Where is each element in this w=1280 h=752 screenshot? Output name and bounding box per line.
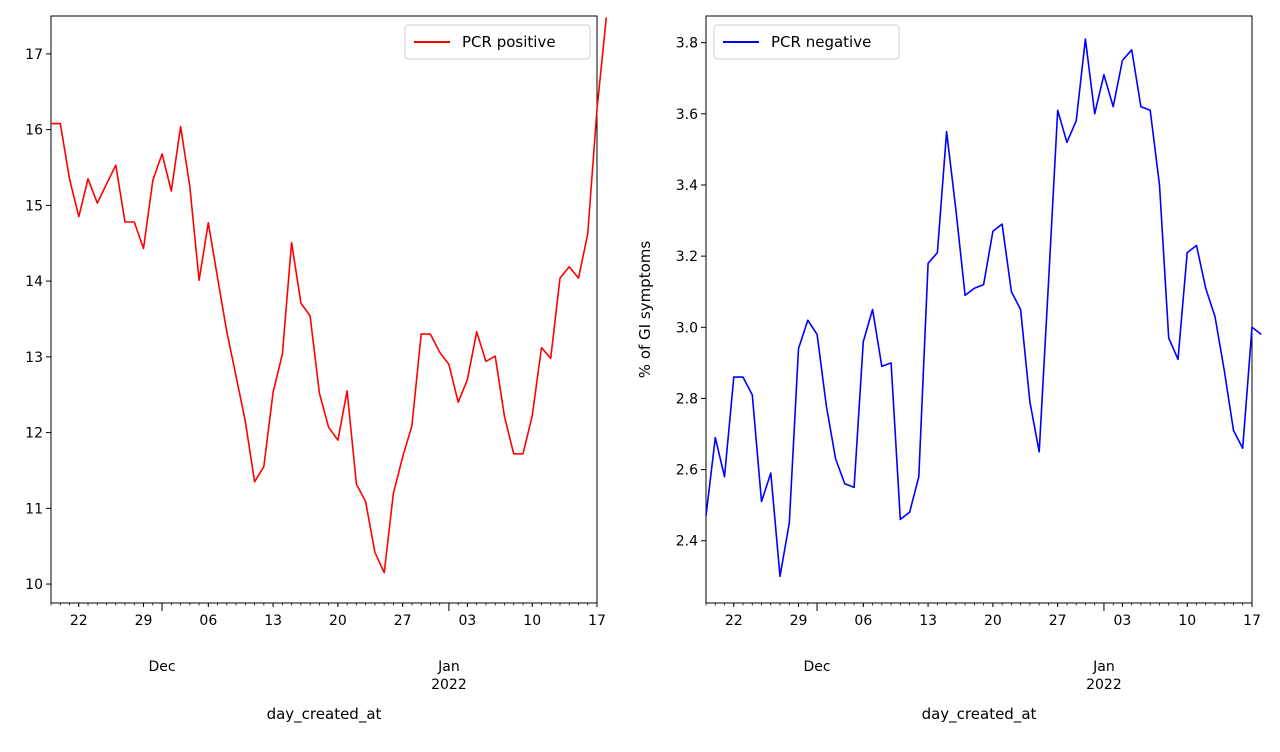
x-tick-label: 20 [984, 613, 1002, 629]
x-tick-label: 17 [588, 613, 606, 629]
x-tick-label: 03 [1114, 613, 1132, 629]
x-tick-label: 27 [394, 613, 412, 629]
x-tick-label: 29 [135, 613, 153, 629]
x-axis: 22 29 06 13 20 27 03 10 17 Dec Jan 2022 [50, 603, 606, 693]
y-tick-label: 2.8 [676, 391, 698, 407]
x-major-year-label: 2022 [1086, 677, 1122, 693]
x-tick-label: 06 [199, 613, 217, 629]
y-tick-label: 2.4 [676, 534, 698, 550]
chart-pcr-positive: 10 11 12 13 14 15 16 17 22 29 06 13 20 27 03 10 17 Dec Ja… [25, 15, 608, 724]
y-tick-label: 3.8 [676, 36, 698, 52]
x-tick-label: 20 [329, 613, 347, 629]
x-major-month-label: Dec [149, 659, 176, 675]
x-tick-label: 22 [70, 613, 88, 629]
x-major-month-label: Jan [437, 659, 460, 675]
y-tick-label: 2.6 [676, 463, 698, 479]
chart-pcr-negative: 2.4 2.6 2.8 3.0 3.2 3.4 3.6 3.8 22 29 06 13 20 27 03 1… [636, 15, 1262, 724]
x-major-year-label: 2022 [431, 677, 467, 693]
x-tick-label: 29 [790, 613, 808, 629]
x-axis: 22 29 06 13 20 27 03 10 17 Dec Jan 2022 [705, 603, 1261, 693]
y-tick-label: 17 [25, 47, 43, 63]
x-axis-label: day_created_at [922, 705, 1037, 724]
legend: PCR negative [713, 24, 900, 60]
y-tick-label: 3.4 [676, 178, 698, 194]
legend-box [713, 24, 900, 60]
x-tick-label: 10 [523, 613, 541, 629]
series-line-0 [705, 38, 1262, 578]
legend: PCR positive [404, 24, 591, 60]
y-axis: 10 11 12 13 14 15 16 17 [25, 47, 51, 593]
y-axis: 2.4 2.6 2.8 3.0 3.2 3.4 3.6 3.8 [676, 36, 706, 550]
x-tick-label: 13 [919, 613, 937, 629]
y-axis-label: % of GI symptoms [636, 241, 654, 379]
series-layer [51, 17, 608, 574]
y-tick-label: 16 [25, 123, 43, 139]
legend-label: PCR positive [462, 33, 556, 51]
series-layer [705, 38, 1262, 578]
plot-background [50, 15, 598, 604]
x-major-month-label: Jan [1092, 659, 1115, 675]
axes-frame [705, 15, 1253, 604]
y-tick-label: 3.2 [676, 249, 698, 265]
y-tick-label: 3.6 [676, 107, 698, 123]
x-axis-label: day_created_at [267, 705, 382, 724]
x-tick-label: 17 [1243, 613, 1261, 629]
y-tick-label: 11 [25, 501, 43, 517]
y-tick-label: 10 [25, 577, 43, 593]
series-line-0 [51, 17, 608, 574]
plot-background [705, 15, 1253, 604]
x-tick-label: 10 [1178, 613, 1196, 629]
legend-box [404, 24, 591, 60]
legend-label: PCR negative [771, 33, 871, 51]
x-tick-label: 03 [459, 613, 477, 629]
y-tick-label: 12 [25, 426, 43, 442]
y-tick-label: 13 [25, 350, 43, 366]
x-tick-label: 13 [264, 613, 282, 629]
x-tick-label: 06 [854, 613, 872, 629]
y-tick-label: 15 [25, 198, 43, 214]
x-major-month-label: Dec [804, 659, 831, 675]
axes-frame [50, 15, 598, 604]
x-tick-label: 27 [1049, 613, 1067, 629]
y-tick-label: 3.0 [676, 320, 698, 336]
x-tick-label: 22 [725, 613, 743, 629]
y-tick-label: 14 [25, 274, 43, 290]
